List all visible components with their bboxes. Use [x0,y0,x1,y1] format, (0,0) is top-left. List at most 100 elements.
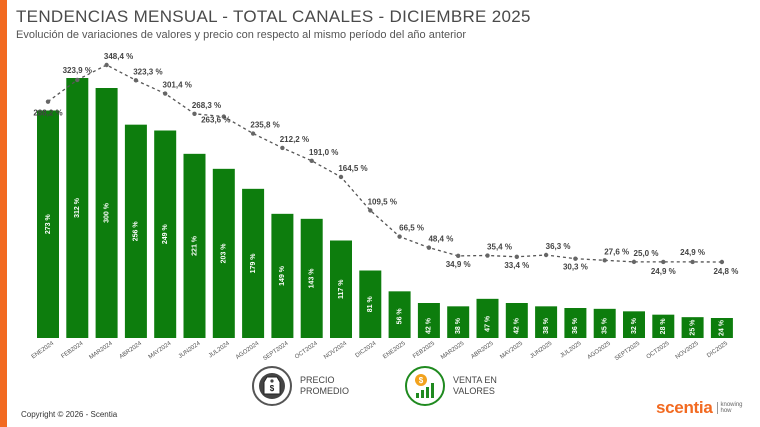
bar-mar2025 [447,306,470,338]
svg-text:$: $ [419,376,424,385]
x-tick-ene2024: ENE2024 [31,340,56,360]
bar-sept2025 [623,311,645,338]
brand-logo: scentia knowing how [656,398,743,418]
bar-dic2025 [710,318,733,338]
price-point-feb2025 [426,245,432,250]
price-label-ago2024: 235,8 % [250,121,279,130]
page-subtitle: Evolución de variaciones de valores y pr… [16,29,467,41]
bar-feb2025 [417,303,440,338]
price-label-ene2025: 66,5 % [399,224,424,233]
bar-abr2024 [124,124,147,339]
price-label-jun2024: 268,3 % [192,101,221,110]
bar-may2024 [154,130,177,338]
price-label-oct2024: 191,0 % [309,148,338,157]
bar-label-ene2024: 273 % [45,214,52,235]
bar-label-feb2025: 42 % [426,317,433,334]
money-growth-icon: $ [405,366,445,406]
accent-bar [0,0,7,427]
price-label-mar2025: 34,9 % [446,260,471,269]
price-point-abr2025 [485,253,490,258]
price-point-ago2025 [602,258,607,263]
bar-label-mar2025: 38 % [455,317,462,334]
price-point-mar2025 [456,253,461,259]
bar-dic2024 [359,270,382,338]
x-tick-jun2025: JUN2025 [529,340,553,360]
x-tick-nov2025: NOV2025 [675,340,701,360]
price-point-mar2024 [104,62,109,68]
price-label-ene2024: 288,2 % [33,109,62,118]
x-tick-abr2024: ABR2024 [119,340,144,360]
x-tick-feb2025: FEB2025 [412,340,436,360]
svg-text:$: $ [270,384,275,393]
bar-label-feb2024: 312 % [74,197,81,218]
x-tick-mar2024: MAR2024 [88,340,114,361]
bar-label-abr2024: 256 % [133,221,140,242]
price-point-feb2024 [75,77,80,83]
price-point-abr2024 [133,78,139,83]
price-label-dic2025: 24,8 % [713,267,738,276]
price-tag-icon: $ [252,366,292,406]
bar-label-abr2025: 47 % [484,315,491,332]
bar-label-dic2025: 24 % [719,319,726,336]
bar-label-sept2025: 32 % [631,317,638,334]
price-label-nov2024: 164,5 % [338,164,367,173]
price-point-sept2025 [631,259,637,265]
x-tick-abr2025: ABR2025 [470,340,495,360]
x-tick-ago2025: AGO2025 [587,340,613,361]
x-tick-mar2025: MAR2025 [440,340,466,361]
price-point-oct2024 [309,158,314,164]
price-label-sept2025: 25,0 % [634,249,659,258]
price-point-jun2024 [192,111,197,116]
bar-label-may2025: 42 % [514,317,521,334]
bar-ene2025 [388,291,411,338]
bar-nov2024 [330,240,352,338]
x-tick-feb2024: FEB2024 [61,340,85,360]
bar-sept2024 [271,213,294,338]
line-series: 288,2 % 323,9 % 348,4 %323,3 %301,4 % 268,3… [33,52,738,276]
price-point-ene2024 [45,99,51,104]
bar-label-nov2025: 25 % [689,319,696,336]
copyright-text: Copyright © 2026 - Scentia [21,410,118,419]
price-label-mar2024: 348,4 % [104,52,133,61]
legend-precio: $ PRECIO PROMEDIO [252,366,349,406]
bar-nov2025 [681,317,704,338]
x-tick-jul2025: JUL2025 [559,340,583,359]
price-point-may2024 [163,91,168,96]
x-tick-may2024: MAY2024 [148,340,173,360]
price-point-may2025 [514,254,519,259]
price-label-may2024: 301,4 % [163,81,192,90]
bar-jul2024 [212,168,235,338]
price-point-jun2025 [543,252,549,258]
price-label-may2025: 33,4 % [504,261,529,270]
price-label-jul2025: 30,3 % [563,263,588,272]
bar-jul2025 [564,308,587,338]
bar-may2025 [505,303,528,338]
x-tick-jul2024: JUL2024 [208,340,232,359]
price-label-abr2024: 323,3 % [133,67,162,76]
x-tick-may2025: MAY2025 [499,340,524,360]
brand-name: scentia [656,398,713,417]
x-tick-sept2024: SEPT2024 [262,340,290,362]
x-tick-sept2025: SEPT2025 [614,340,642,362]
bar-label-dic2024: 81 % [367,296,374,313]
bar-label-oct2025: 28 % [660,318,667,335]
bar-label-jun2025: 38 % [543,317,550,334]
price-point-jul2025 [573,256,578,261]
price-point-ago2024 [250,131,256,136]
bar-ene2024 [37,110,59,338]
price-label-oct2025: 24,9 % [651,267,676,276]
bar-label-jul2025: 36 % [572,317,579,334]
x-tick-oct2024: OCT2024 [294,340,319,360]
bar-mar2024 [95,88,118,338]
bar-label-ene2025: 56 % [396,308,403,325]
bar-abr2025 [476,298,499,338]
price-point-nov2024 [338,174,344,180]
bar-feb2024 [66,78,89,338]
brand-tagline: knowing how [716,402,743,414]
price-label-jul2024: 263,6 % [201,116,230,125]
bar-label-jun2024: 221 % [191,235,198,256]
price-point-ene2025 [397,234,402,239]
x-tick-nov2024: NOV2024 [323,340,349,360]
legend-venta: $ VENTA EN VALORES [405,366,497,406]
bar-label-nov2024: 117 % [338,279,345,299]
